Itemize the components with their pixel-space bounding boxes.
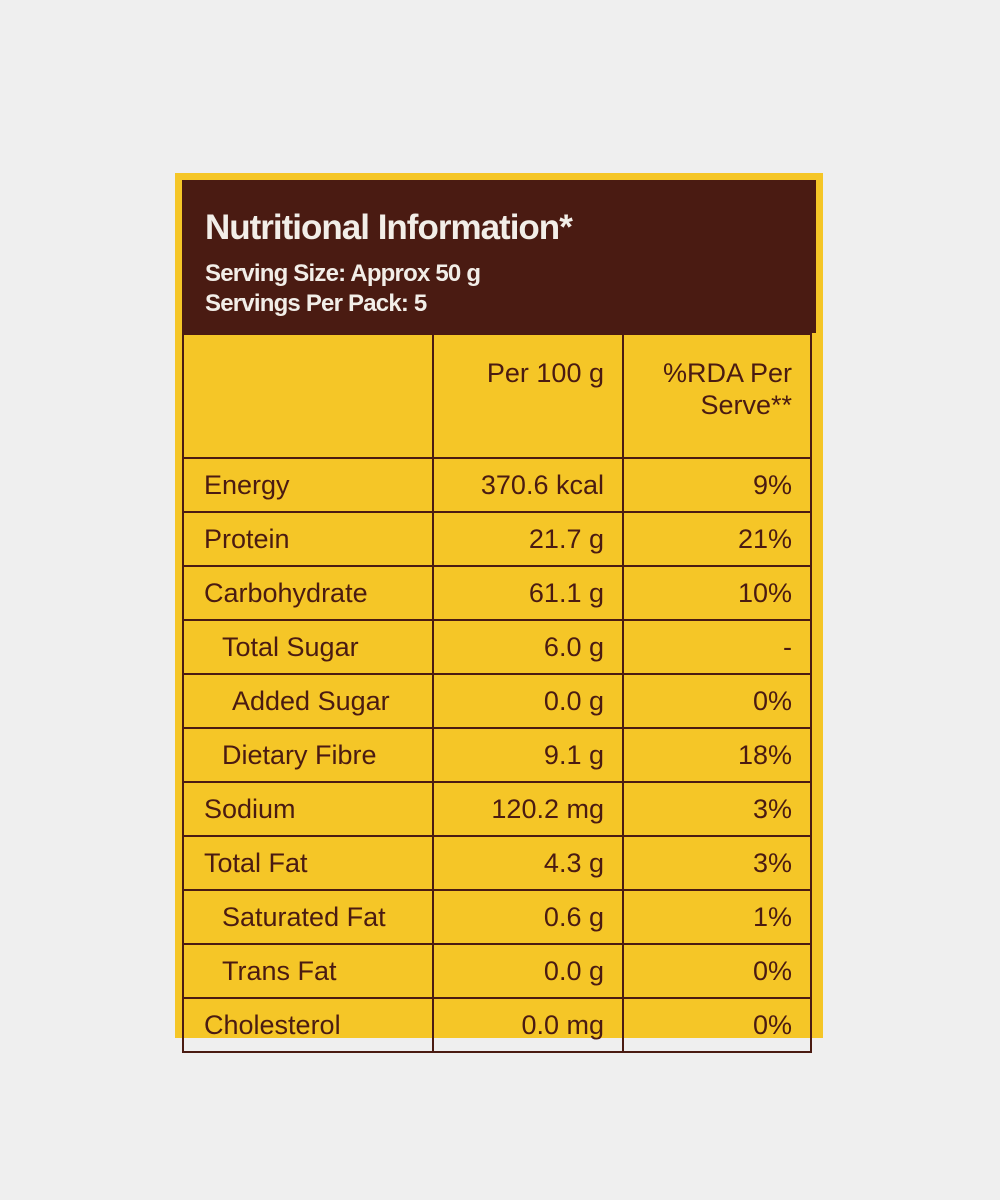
table-row: Cholesterol 0.0 mg 0% [181,997,813,1053]
rda-value: 9% [621,457,813,513]
nutrient-name: Energy [181,457,435,513]
nutrient-name: Added Sugar [181,673,435,729]
nutrition-label: Nutritional Information* Serving Size: A… [175,173,823,1053]
nutrient-name: Total Sugar [181,619,435,675]
column-header-nutrient [181,333,435,459]
table-row: Total Fat 4.3 g 3% [181,835,813,891]
nutrition-table: Per 100 g %RDA Per Serve** Energy 370.6 k… [181,333,813,1053]
column-header-rda-text: %RDA Per Serve** [662,358,792,420]
table-header-row: Per 100 g %RDA Per Serve** [181,333,813,459]
column-header-per-100g: Per 100 g [432,333,624,459]
nutrient-name: Trans Fat [181,943,435,999]
table-row: Energy 370.6 kcal 9% [181,457,813,513]
per-100g-value: 6.0 g [432,619,624,675]
per-100g-value: 370.6 kcal [432,457,624,513]
rda-value: 18% [621,727,813,783]
per-100g-value: 0.0 mg [432,997,624,1053]
rda-value: 0% [621,997,813,1053]
table-row: Trans Fat 0.0 g 0% [181,943,813,999]
rda-value: 3% [621,835,813,891]
per-100g-value: 61.1 g [432,565,624,621]
per-100g-value: 4.3 g [432,835,624,891]
table-row: Saturated Fat 0.6 g 1% [181,889,813,945]
per-100g-value: 120.2 mg [432,781,624,837]
table-row: Added Sugar 0.0 g 0% [181,673,813,729]
table-row: Dietary Fibre 9.1 g 18% [181,727,813,783]
rda-value: 0% [621,943,813,999]
per-100g-value: 0.0 g [432,673,624,729]
rda-value: 21% [621,511,813,567]
table-row: Sodium 120.2 mg 3% [181,781,813,837]
per-100g-value: 0.0 g [432,943,624,999]
nutrient-name: Protein [181,511,435,567]
rda-value: 1% [621,889,813,945]
column-header-rda: %RDA Per Serve** [621,333,813,459]
label-title: Nutritional Information* [205,208,573,247]
nutrient-name: Sodium [181,781,435,837]
table-row: Carbohydrate 61.1 g 10% [181,565,813,621]
nutrient-name: Dietary Fibre [181,727,435,783]
rda-value: 10% [621,565,813,621]
per-100g-value: 9.1 g [432,727,624,783]
nutrient-name: Carbohydrate [181,565,435,621]
rda-value: 3% [621,781,813,837]
per-100g-value: 0.6 g [432,889,624,945]
nutrient-name: Saturated Fat [181,889,435,945]
table-row: Protein 21.7 g 21% [181,511,813,567]
table-row: Total Sugar 6.0 g- [181,619,813,675]
serving-size: Serving Size: Approx 50 g [205,260,481,287]
nutrient-name: Cholesterol [181,997,435,1053]
label-header: Nutritional Information* Serving Size: A… [182,180,816,333]
nutrient-name: Total Fat [181,835,435,891]
per-100g-value: 21.7 g [432,511,624,567]
rda-value: 0% [621,673,813,729]
servings-per-pack: Servings Per Pack: 5 [205,290,427,317]
rda-value: - [621,619,813,675]
